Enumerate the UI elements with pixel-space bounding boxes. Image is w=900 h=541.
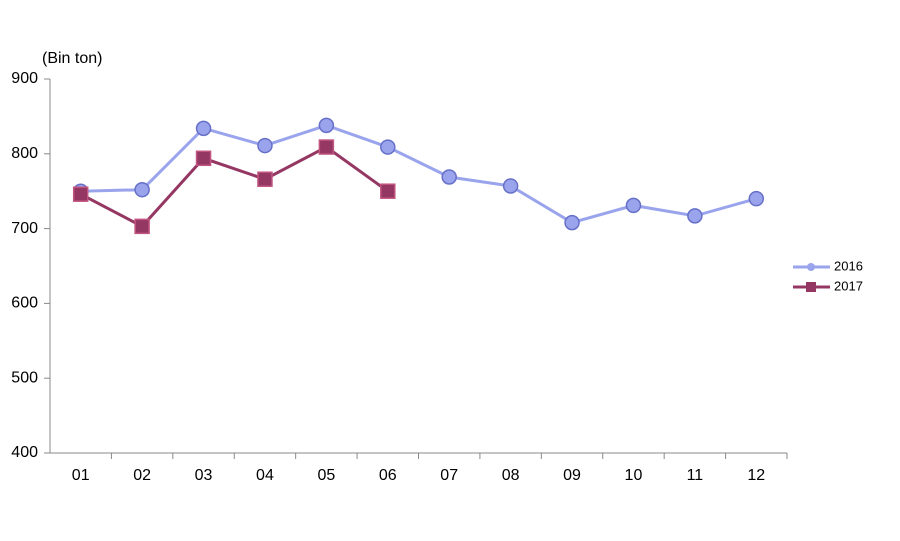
y-tick-label: 900 [11,70,38,87]
y-tick-label: 700 [11,220,38,237]
x-tick-label: 05 [317,467,335,484]
marker [257,137,273,154]
y-axis-label: (Bin ton) [42,50,102,67]
marker [748,190,765,207]
marker [625,197,642,214]
marker [195,150,212,167]
marker [687,208,703,224]
x-tick-label: 09 [563,467,581,484]
x-tick-label: 03 [195,467,213,484]
series-line [80,123,757,225]
marker [134,218,150,235]
marker [195,120,212,137]
x-tick-label: 01 [72,467,90,484]
marker [380,139,396,155]
legend-label: 2016 [834,258,863,273]
x-tick-label: 08 [502,467,520,484]
marker [564,214,580,231]
x-tick-label: 02 [133,467,151,484]
marker [134,181,150,198]
marker [72,186,89,202]
x-tick-label: 07 [440,467,458,484]
series-line [80,145,389,229]
y-tick-label: 400 [11,444,38,461]
marker [441,169,457,185]
y-tick-label: 800 [11,145,38,162]
x-tick-label: 04 [256,467,274,484]
marker [807,263,815,271]
x-tick-label: 06 [379,467,397,484]
marker [806,282,816,292]
y-tick-label: 500 [11,369,38,386]
x-tick-label: 11 [687,467,704,484]
marker [257,171,273,187]
x-tick-label: 12 [747,467,765,484]
marker [380,183,396,199]
marker [318,117,335,134]
marker [318,139,335,155]
x-tick-label: 10 [625,467,643,484]
legend-label: 2017 [834,278,863,293]
y-tick-label: 600 [11,295,38,312]
marker [502,178,519,194]
